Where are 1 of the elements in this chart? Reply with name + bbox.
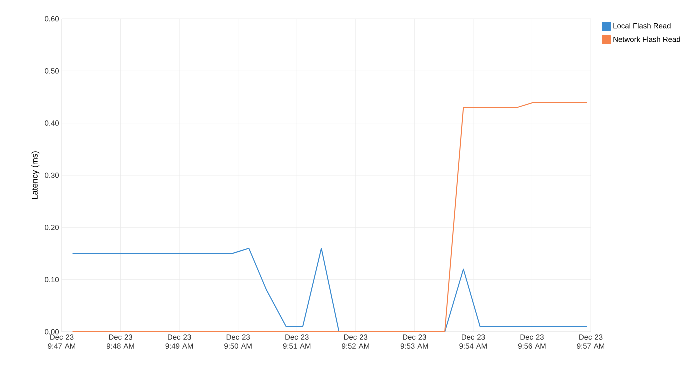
- y-axis-title: Latency (ms): [32, 152, 40, 200]
